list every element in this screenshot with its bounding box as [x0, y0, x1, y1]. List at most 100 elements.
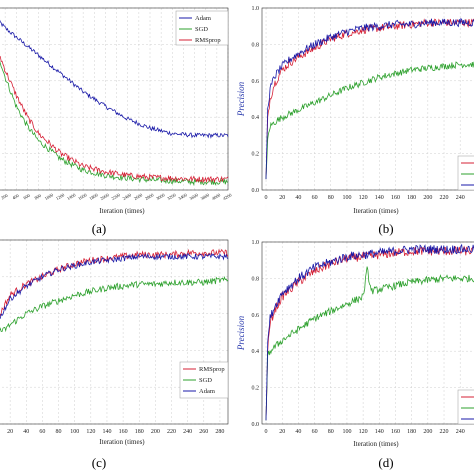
- y-tick-label: 0.6: [252, 313, 260, 319]
- legend-label: RMSprop: [199, 366, 225, 373]
- x-tick-label: 2000: [100, 192, 111, 201]
- x-tick-label: 140: [375, 429, 384, 435]
- x-tick-label: 60: [39, 429, 45, 435]
- x-tick-label: 3000: [155, 192, 166, 201]
- x-tick-label: 140: [102, 429, 111, 435]
- chart-panel-c: 20 40 60 80 100 120 140 160 180 200 220 240 260 280 It…: [0, 239, 229, 446]
- y-axis-label: Precision: [236, 81, 246, 117]
- x-tick-label: 4200: [222, 192, 233, 201]
- series-line-sgd: [265, 266, 474, 421]
- x-tick-label: 60: [312, 429, 318, 435]
- series-line-adam: [265, 17, 474, 180]
- x-tick-label: 40: [23, 429, 29, 435]
- x-tick-label: 200: [423, 429, 432, 435]
- y-tick-label: 1.0: [252, 6, 260, 12]
- x-tick-label: 120: [86, 429, 95, 435]
- plot-frame: [261, 241, 474, 425]
- x-tick-label: 400: [11, 192, 20, 200]
- legend: Adam SGD RMSprop: [175, 10, 229, 46]
- x-tick-label: 220: [167, 429, 176, 435]
- y-tick-label: 1.0: [252, 240, 260, 246]
- x-tick-label: 600: [23, 192, 32, 200]
- x-tick-label: 100: [342, 195, 351, 201]
- x-axis-label: Iteration (times): [353, 207, 399, 215]
- x-tick-label: 2400: [122, 192, 133, 201]
- x-tick-label: 100: [342, 429, 351, 435]
- legend-label: SGD: [199, 377, 212, 384]
- x-tick-label: 180: [135, 429, 144, 435]
- series-line-sgd: [0, 60, 229, 187]
- legend-label: Adam: [199, 388, 215, 395]
- x-axis-label: Iteration (times): [353, 440, 399, 448]
- x-tick-label: 20: [279, 195, 285, 201]
- y-tick-label: 0.4: [252, 115, 260, 121]
- x-tick-label: 2800: [144, 192, 155, 201]
- y-tick-label: 0.8: [252, 276, 260, 282]
- legend-box: [457, 155, 474, 191]
- y-tick-label: 0.2: [252, 152, 260, 158]
- x-tick-label: 3800: [200, 192, 211, 201]
- chart-panel-d: 0.0 0.2 0.4 0.6 0.8 1.0 0 20 40 60 80 100 120 140 160 1…: [236, 240, 474, 448]
- caption-b: (b): [378, 221, 393, 236]
- x-tick-label: 240: [456, 429, 465, 435]
- plot-frame: [0, 239, 229, 425]
- x-tick-label: 180: [407, 195, 416, 201]
- legend-box: [175, 10, 229, 46]
- y-axis-label: Precision: [236, 315, 246, 351]
- series-line-adam: [265, 243, 474, 421]
- x-tick-label: 140: [375, 195, 384, 201]
- x-tick-label: 3200: [166, 192, 177, 201]
- legend: [457, 389, 474, 425]
- x-tick-label: 160: [391, 195, 400, 201]
- y-tick-label: 0.2: [252, 386, 260, 392]
- x-tick-label: 0: [265, 195, 268, 201]
- legend: [457, 155, 474, 191]
- series-line-sgd: [265, 61, 474, 180]
- x-tick-label: 0: [265, 429, 268, 435]
- caption-d: (d): [378, 455, 393, 470]
- y-tick-label: 0.0: [252, 422, 260, 428]
- x-tick-label: 120: [359, 195, 368, 201]
- x-tick-label: 240: [183, 429, 192, 435]
- x-tick-label: 4000: [211, 192, 222, 201]
- series-line-adam: [0, 19, 229, 139]
- x-tick-label: 2200: [111, 192, 122, 201]
- legend: RMSprop SGD Adam: [179, 361, 229, 399]
- x-tick-label: 240: [456, 195, 465, 201]
- x-tick-label: 20: [279, 429, 285, 435]
- legend-label: SGD: [195, 26, 208, 33]
- x-tick-label: 3400: [178, 192, 189, 201]
- x-tick-label: 80: [328, 429, 334, 435]
- y-tick-label: 0.0: [252, 188, 260, 194]
- y-tick-label: 0.8: [252, 42, 260, 48]
- chart-panel-b: 0.0 0.2 0.4 0.6 0.8 1.0 0 20 40 60 80 100 120 140 160 1…: [236, 6, 474, 215]
- legend-label: Adam: [195, 15, 211, 22]
- series-line-sgd: [0, 275, 229, 333]
- x-tick-label: 160: [391, 429, 400, 435]
- legend-label: RMSprop: [195, 37, 221, 44]
- x-tick-label: 280: [215, 429, 224, 435]
- x-tick-label: 80: [56, 429, 62, 435]
- x-tick-label: 100: [70, 429, 79, 435]
- y-tick-label: 0.6: [252, 79, 260, 85]
- legend-box: [457, 389, 474, 425]
- x-tick-label: 200: [0, 192, 9, 200]
- x-tick-label: 260: [199, 429, 208, 435]
- caption-c: (c): [92, 455, 106, 470]
- grid: [262, 7, 474, 191]
- x-tick-label: 2600: [133, 192, 144, 201]
- x-axis-label: Iteration (times): [99, 207, 145, 215]
- x-tick-label: 40: [295, 195, 301, 201]
- x-tick-label: 120: [359, 429, 368, 435]
- plot-frame: [261, 7, 474, 191]
- series-line-rmsprop: [265, 18, 474, 180]
- x-tick-label: 200: [423, 195, 432, 201]
- x-tick-label: 1600: [77, 192, 88, 201]
- x-tick-label: 40: [295, 429, 301, 435]
- x-tick-label: 220: [440, 195, 449, 201]
- x-tick-label: 1000: [44, 192, 55, 201]
- x-tick-label: 160: [119, 429, 128, 435]
- x-tick-label: 200: [151, 429, 160, 435]
- x-axis-label: Iteration (times): [99, 438, 145, 446]
- x-tick-label: 1400: [66, 192, 77, 201]
